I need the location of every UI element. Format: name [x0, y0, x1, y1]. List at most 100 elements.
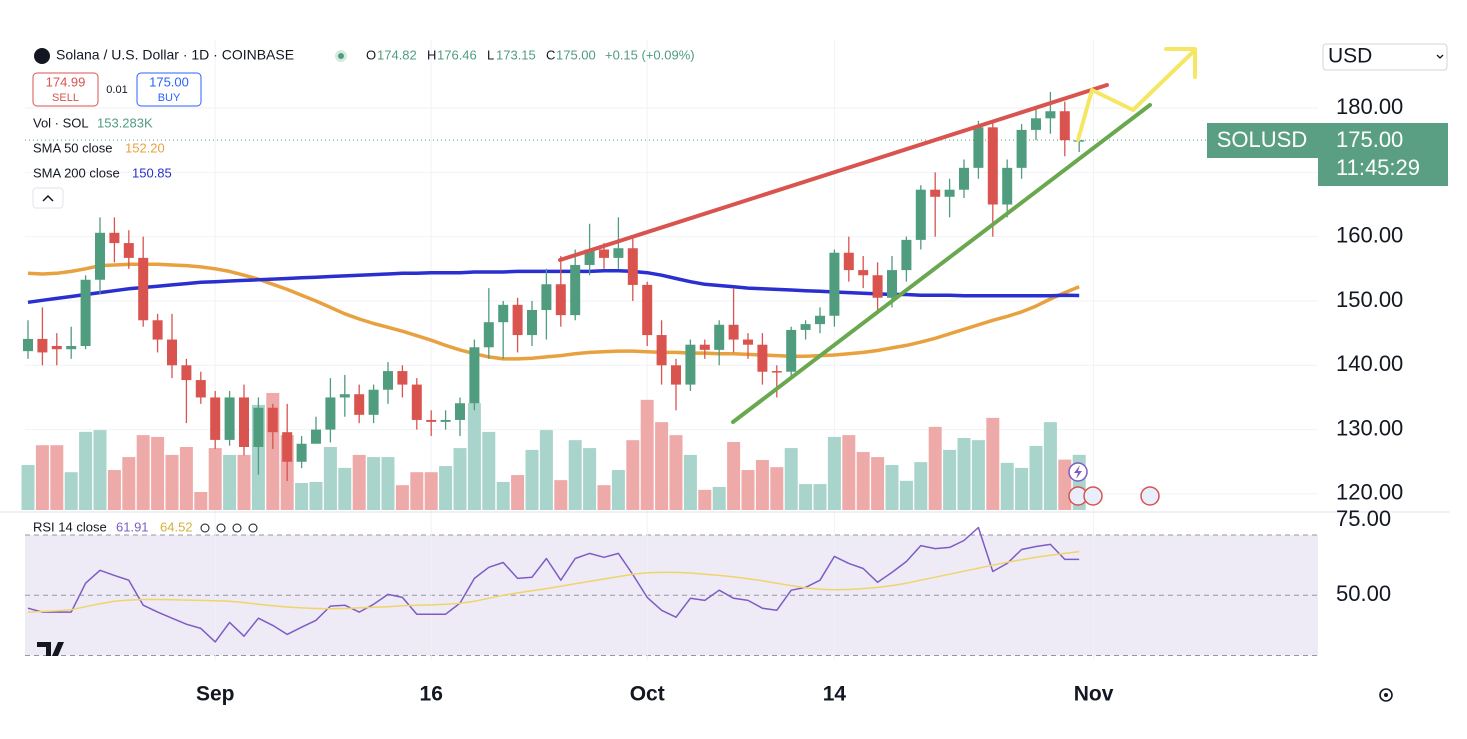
legend-value: 64.52: [160, 519, 193, 534]
volume-bar: [899, 480, 913, 510]
candle-body: [1002, 167, 1013, 205]
legend-name: Vol · SOL: [33, 115, 89, 130]
volume-bar: [770, 467, 784, 510]
candle-body: [267, 407, 278, 433]
chevron: [1436, 54, 1444, 59]
volume-bar: [1058, 459, 1072, 510]
volume-bar: [439, 466, 453, 510]
settings-icon[interactable]: [1379, 688, 1393, 702]
candle-body: [152, 320, 163, 340]
candle-body: [699, 344, 710, 350]
volume-bar: [871, 457, 885, 510]
volume-bar: [827, 436, 841, 510]
volume-bar: [107, 470, 121, 510]
candle-body: [1059, 111, 1070, 141]
economic-events[interactable]: [1068, 486, 1160, 506]
volume-bar: [943, 449, 957, 510]
volume-bar: [482, 431, 496, 510]
option-icon[interactable]: [200, 523, 210, 533]
option-icon[interactable]: [248, 523, 258, 533]
candle-body: [239, 397, 249, 447]
candle-body: [815, 315, 825, 325]
candle-body: [296, 443, 307, 462]
volume-bar: [381, 457, 395, 510]
volume-bar: [194, 492, 208, 510]
line-series: [27, 526, 1080, 643]
candle-body: [354, 394, 365, 415]
candle-body: [901, 239, 912, 271]
option-icon[interactable]: [232, 523, 242, 533]
change: +0.15 (+0.09%): [605, 47, 695, 62]
x-tick-label: Sep: [196, 683, 235, 706]
candle-body: [973, 127, 984, 168]
legend-name: SMA 200 close: [33, 165, 120, 180]
candle-body: [642, 284, 653, 336]
candle-body: [541, 284, 552, 310]
collapse-button[interactable]: [32, 187, 64, 209]
candle-body: [282, 432, 293, 462]
ohlc-key: H: [427, 47, 436, 62]
x-tick-label: Nov: [1074, 683, 1114, 706]
buy-price: 175.00: [149, 74, 189, 89]
volume-bar: [741, 470, 755, 510]
support-line: [731, 103, 1152, 424]
volume-bar: [554, 480, 568, 510]
candle-body: [584, 249, 595, 265]
candle-body: [66, 345, 77, 350]
legend-value: 61.91: [116, 519, 149, 534]
candle-body: [512, 304, 523, 336]
candle-body: [498, 304, 509, 323]
volume-bar: [21, 465, 35, 510]
volume-bar: [496, 481, 510, 510]
settings-icon-dot: [1384, 693, 1388, 697]
candle-body: [325, 397, 336, 430]
volume-bar: [986, 417, 1000, 510]
arrow-head: [1164, 47, 1197, 79]
volume-bar: [842, 435, 856, 510]
volume-bar: [453, 448, 467, 510]
option-icon[interactable]: [216, 523, 226, 533]
candle-body: [224, 397, 235, 440]
y-tick-label: 160.00: [1336, 222, 1403, 247]
volume-bar: [683, 454, 697, 510]
x-tick-label: Oct: [630, 683, 665, 706]
volume-bar: [79, 431, 93, 510]
volume-bar: [64, 472, 78, 510]
volume-bar: [93, 430, 107, 510]
candle-body: [253, 407, 264, 447]
candle-body: [858, 270, 869, 276]
rsi-options: [200, 523, 258, 533]
volume-bar: [539, 430, 553, 510]
flag-icon[interactable]: [1140, 486, 1160, 506]
candle-body: [656, 335, 667, 366]
x-tick-label: 14: [823, 683, 847, 706]
candle-body: [383, 371, 393, 390]
event-icon-bolt: [1074, 465, 1082, 479]
candle-body: [887, 270, 897, 298]
countdown: 11:45:29: [1336, 155, 1420, 180]
legend-value: 153.283K: [97, 115, 153, 130]
price-badges: SOLUSD 175.00 11:45:29: [1207, 123, 1448, 186]
candle-body: [483, 322, 494, 348]
legend-value: 150.85: [132, 165, 172, 180]
candle-body: [23, 338, 33, 352]
volume-bar: [323, 447, 337, 510]
volume-bar: [1043, 422, 1057, 510]
volume-bar: [338, 467, 352, 510]
candle-body: [426, 419, 437, 422]
volume-bar: [237, 454, 251, 510]
currency-select[interactable]: [1322, 43, 1448, 71]
volume-bar: [223, 454, 237, 510]
candle-body: [671, 365, 681, 385]
flag-icon[interactable]: [1083, 486, 1103, 506]
candle-body: [829, 252, 840, 316]
sell-button[interactable]: [32, 72, 99, 107]
candle-body: [368, 389, 379, 415]
candle-body: [872, 275, 883, 298]
buy-button[interactable]: [136, 72, 202, 107]
volume-bar: [309, 481, 323, 510]
legend-name: RSI 14 close: [33, 519, 107, 534]
y-tick-label: 130.00: [1336, 415, 1403, 440]
labels: Solana / U.S. Dollar · 1D · COINBASE O 1…: [0, 43, 1450, 706]
